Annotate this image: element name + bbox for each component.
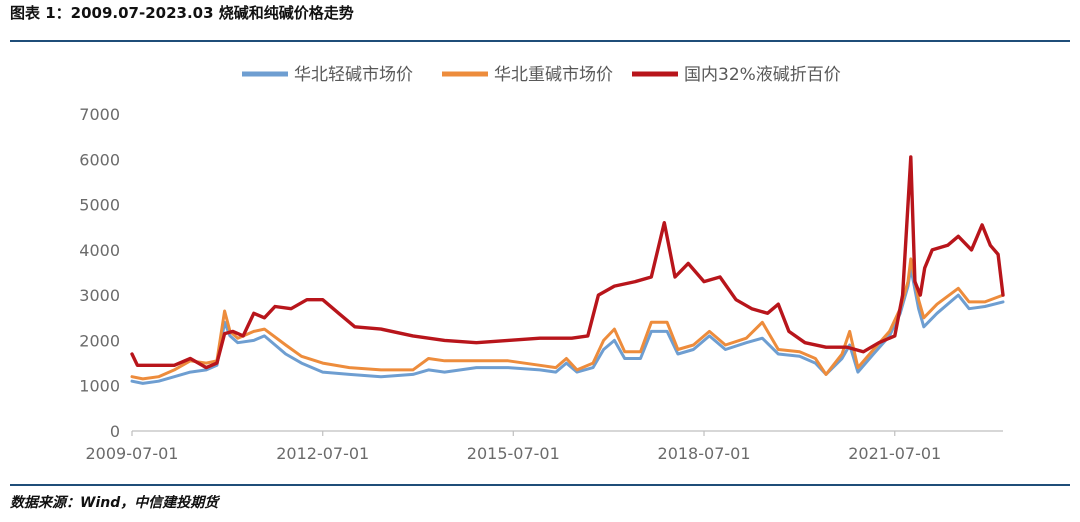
- y-tick-label: 1000: [79, 377, 120, 396]
- x-axis: 2009-07-01 2012-07-01 2015-07-01 2018-07-01…: [86, 430, 1003, 463]
- x-tick-label: 2018-07-01: [658, 444, 751, 463]
- heavy-soda-line: [130, 257, 1005, 381]
- legend-label: 华北重碱市场价: [494, 65, 613, 85]
- light-soda-line: [130, 266, 1005, 385]
- legend-label: 国内32%液碱折百价: [684, 65, 841, 85]
- x-tick-label: 2021-07-01: [848, 444, 941, 463]
- legend-label: 华北轻碱市场价: [294, 65, 413, 85]
- figure-title: 图表 1：2009.07-2023.03 烧碱和纯碱价格走势: [10, 4, 354, 22]
- source-note: 数据来源：Wind，中信建投期货: [10, 495, 219, 511]
- legend-item-caustic-soda: 国内32%液碱折百价: [632, 65, 841, 85]
- y-tick-label: 5000: [79, 196, 120, 215]
- x-tick-label: 2012-07-01: [276, 444, 369, 463]
- y-tick-label: 2000: [79, 331, 120, 350]
- y-tick-label: 0: [110, 422, 120, 441]
- y-tick-label: 4000: [79, 241, 120, 260]
- caustic-soda-line: [130, 155, 1005, 370]
- top-divider: [10, 40, 1070, 42]
- y-tick-label: 3000: [79, 286, 120, 305]
- line-chart: 华北轻碱市场价 华北重碱市场价 国内32%液碱折百价 0 1000 2000 3000 40…: [79, 65, 1005, 463]
- legend-item-heavy-soda: 华北重碱市场价: [442, 65, 613, 85]
- y-tick-label: 6000: [79, 150, 120, 169]
- x-tick-label: 2015-07-01: [467, 444, 560, 463]
- plot-area: [130, 155, 1005, 385]
- chart-legend: 华北轻碱市场价 华北重碱市场价 国内32%液碱折百价: [242, 65, 841, 85]
- legend-item-light-soda: 华北轻碱市场价: [242, 65, 413, 85]
- bottom-divider: [10, 484, 1070, 486]
- y-tick-label: 7000: [79, 105, 120, 124]
- x-tick-label: 2009-07-01: [86, 444, 179, 463]
- y-axis: 0 1000 2000 3000 4000 5000 6000 7000: [79, 105, 120, 441]
